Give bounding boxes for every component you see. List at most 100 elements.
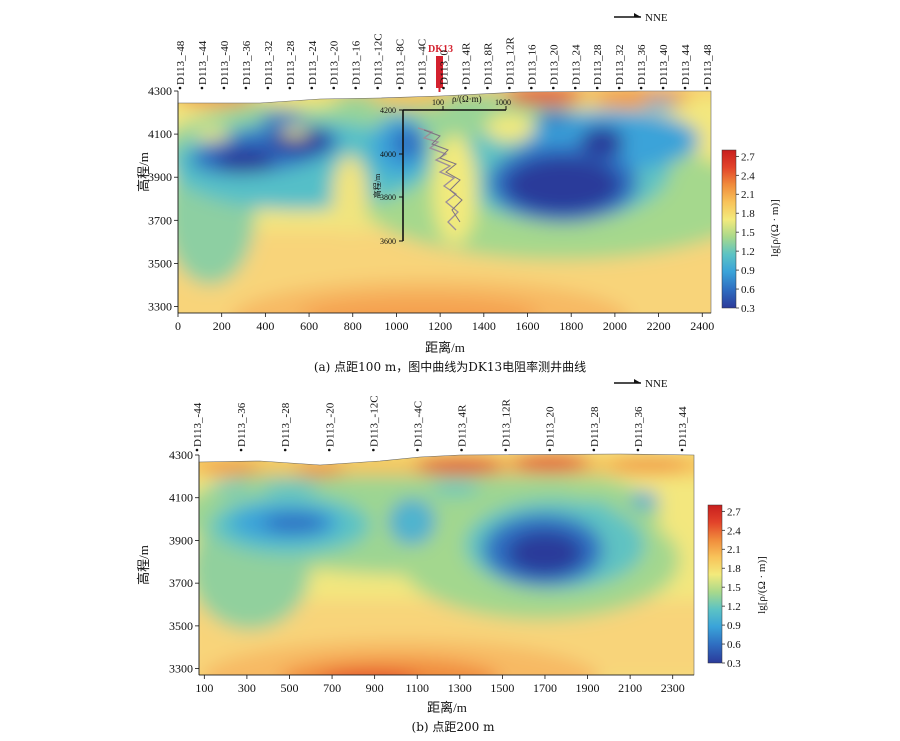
station-label: D113_40 xyxy=(658,44,670,85)
x-tick-label: 800 xyxy=(344,319,362,333)
panel-b: 4300 4100 3900 3700 3500 3300 100 300 500 700 900… xyxy=(136,378,768,734)
station-label: D113_-16 xyxy=(351,40,363,85)
station-dot xyxy=(372,448,375,452)
colorbar-tick-label: 0.3 xyxy=(741,303,755,315)
station-dot xyxy=(244,86,248,90)
colorbar-tick-label: 0.9 xyxy=(727,620,741,632)
x-tick-label: 300 xyxy=(238,681,256,695)
station-label: D113_-48 xyxy=(175,40,187,85)
x-tick-label: 200 xyxy=(213,319,231,333)
y-tick-label: 3500 xyxy=(148,256,172,270)
station-dot xyxy=(508,86,511,90)
caption-a: (a) 点距100 m，图中曲线为DK13电阻率测井曲线 xyxy=(314,359,586,374)
station-label: D113_-32 xyxy=(263,41,275,85)
station-dot xyxy=(416,448,419,452)
colorbar-tick-label: 2.7 xyxy=(741,151,755,163)
x-tick-label: 1900 xyxy=(576,681,600,695)
resistivity-section-b xyxy=(199,454,694,675)
station-dot xyxy=(283,448,287,452)
y-tick-label: 3700 xyxy=(169,576,193,590)
y-ticks-a: 4300 4100 3900 3700 3500 3300 xyxy=(148,84,178,314)
x-tick-label: 700 xyxy=(323,681,341,695)
station-label: D113_-20 xyxy=(329,40,341,85)
station-dot xyxy=(420,86,423,90)
inset-elev-label: 高程/m xyxy=(372,173,382,198)
colorbar-ticks-b: 2.7 2.4 2.1 1.8 1.5 1.2 0.9 0.6 0.3 xyxy=(722,506,741,670)
station-label: D113_-44 xyxy=(197,40,209,85)
colorbar-tick-label: 2.4 xyxy=(727,525,741,537)
inset-rho-tick: 100 xyxy=(432,98,444,107)
station-dot xyxy=(310,86,314,90)
station-dot xyxy=(595,86,599,90)
station-dot xyxy=(551,86,555,90)
x-tick-label: 1500 xyxy=(490,681,514,695)
colorbar-tick-label: 1.8 xyxy=(727,563,741,575)
colorbar-a xyxy=(721,149,737,309)
station-label: D113_-40 xyxy=(219,40,231,85)
station-label: D113_4R xyxy=(460,42,472,85)
colorbar-label-a: lg[ρ/(Ω · m)] xyxy=(769,199,781,257)
station-dot xyxy=(548,448,552,452)
colorbar-ticks-a: 2.7 2.4 2.1 1.8 1.5 1.2 0.9 0.6 0.3 xyxy=(736,151,755,315)
inset-rho-label: ρ/(Ω·m) xyxy=(452,94,482,104)
station-dot xyxy=(332,86,336,90)
station-dot xyxy=(178,86,182,90)
colorbar-tick-label: 1.5 xyxy=(727,582,741,594)
y-ticks-b: 4300 4100 3900 3700 3500 3300 xyxy=(169,448,199,676)
station-label: D113_12R xyxy=(501,398,513,447)
direction-label-b: NNE xyxy=(645,378,668,390)
x-tick-label: 1000 xyxy=(384,319,408,333)
well-label-dk13: DK13 xyxy=(428,44,453,55)
x-ticks-b: 100 300 500 700 900 1100 1300 1500 1700 1900 2100 2… xyxy=(195,675,685,695)
x-tick-label: 0 xyxy=(175,319,181,333)
colorbar-tick-label: 0.6 xyxy=(741,284,755,296)
station-label: D113_-8C xyxy=(395,39,407,85)
station-label: D113_4R xyxy=(457,404,469,447)
colorbar-tick-label: 0.3 xyxy=(727,658,741,670)
station-dot xyxy=(195,448,199,452)
station-dot xyxy=(442,86,445,90)
station-label: D113_32 xyxy=(614,44,626,85)
station-dot xyxy=(354,86,357,90)
inset-elev-tick: 4000 xyxy=(380,150,396,159)
station-label: D113_44 xyxy=(677,406,689,447)
station-label: D113_36 xyxy=(633,406,645,447)
station-label: D113_-24 xyxy=(307,40,319,85)
station-label: D113_-12C xyxy=(373,33,385,85)
direction-arrow-a: NNE xyxy=(614,12,668,24)
station-label: D113_-12C xyxy=(368,395,380,447)
panel-a: 4200 4000 3800 3600 100 1000 ρ/(Ω·m) 高程/… xyxy=(136,12,781,374)
y-tick-label: 3700 xyxy=(148,213,172,227)
colorbar-b xyxy=(707,504,723,664)
station-label: D113_20 xyxy=(545,406,557,447)
caption-b: (b) 点距200 m xyxy=(412,720,496,734)
colorbar-tick-label: 1.8 xyxy=(741,208,755,220)
y-tick-label: 3300 xyxy=(148,300,172,314)
station-label: D113_44 xyxy=(680,44,692,85)
y-tick-label: 3500 xyxy=(169,619,193,633)
station-dot xyxy=(636,448,640,452)
station-label: D113_-4C xyxy=(417,39,429,85)
station-dot xyxy=(617,86,621,90)
station-dot xyxy=(683,86,687,90)
colorbar-tick-label: 1.5 xyxy=(741,227,755,239)
well-log-curve xyxy=(417,127,463,231)
station-dot xyxy=(200,86,204,90)
well-marker xyxy=(436,56,443,92)
x-tick-label: 2200 xyxy=(647,319,671,333)
station-dot xyxy=(680,448,684,452)
station-label: D113_28 xyxy=(589,406,601,447)
resistivity-section-a xyxy=(178,91,711,313)
colorbar-tick-label: 0.9 xyxy=(741,265,755,277)
x-tick-label: 1600 xyxy=(516,319,540,333)
x-tick-label: 1700 xyxy=(533,681,557,695)
y-tick-label: 3900 xyxy=(169,533,193,547)
station-label: D113_16 xyxy=(526,44,538,85)
direction-arrow-b: NNE xyxy=(614,378,668,390)
colorbar-tick-label: 2.7 xyxy=(727,506,741,518)
station-label: D113_20 xyxy=(548,44,560,85)
x-tick-label: 2100 xyxy=(618,681,642,695)
station-dot xyxy=(266,86,270,90)
y-tick-label: 3900 xyxy=(148,170,172,184)
colorbar-label-b: lg[ρ/(Ω · m)] xyxy=(756,556,768,614)
